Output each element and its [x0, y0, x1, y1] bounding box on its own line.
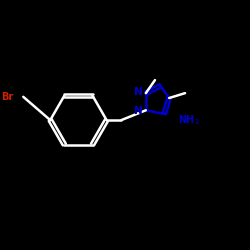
Text: NH$_2$: NH$_2$	[178, 113, 200, 127]
Text: N: N	[134, 87, 143, 97]
Text: N: N	[134, 106, 143, 116]
Text: Br: Br	[1, 92, 14, 102]
